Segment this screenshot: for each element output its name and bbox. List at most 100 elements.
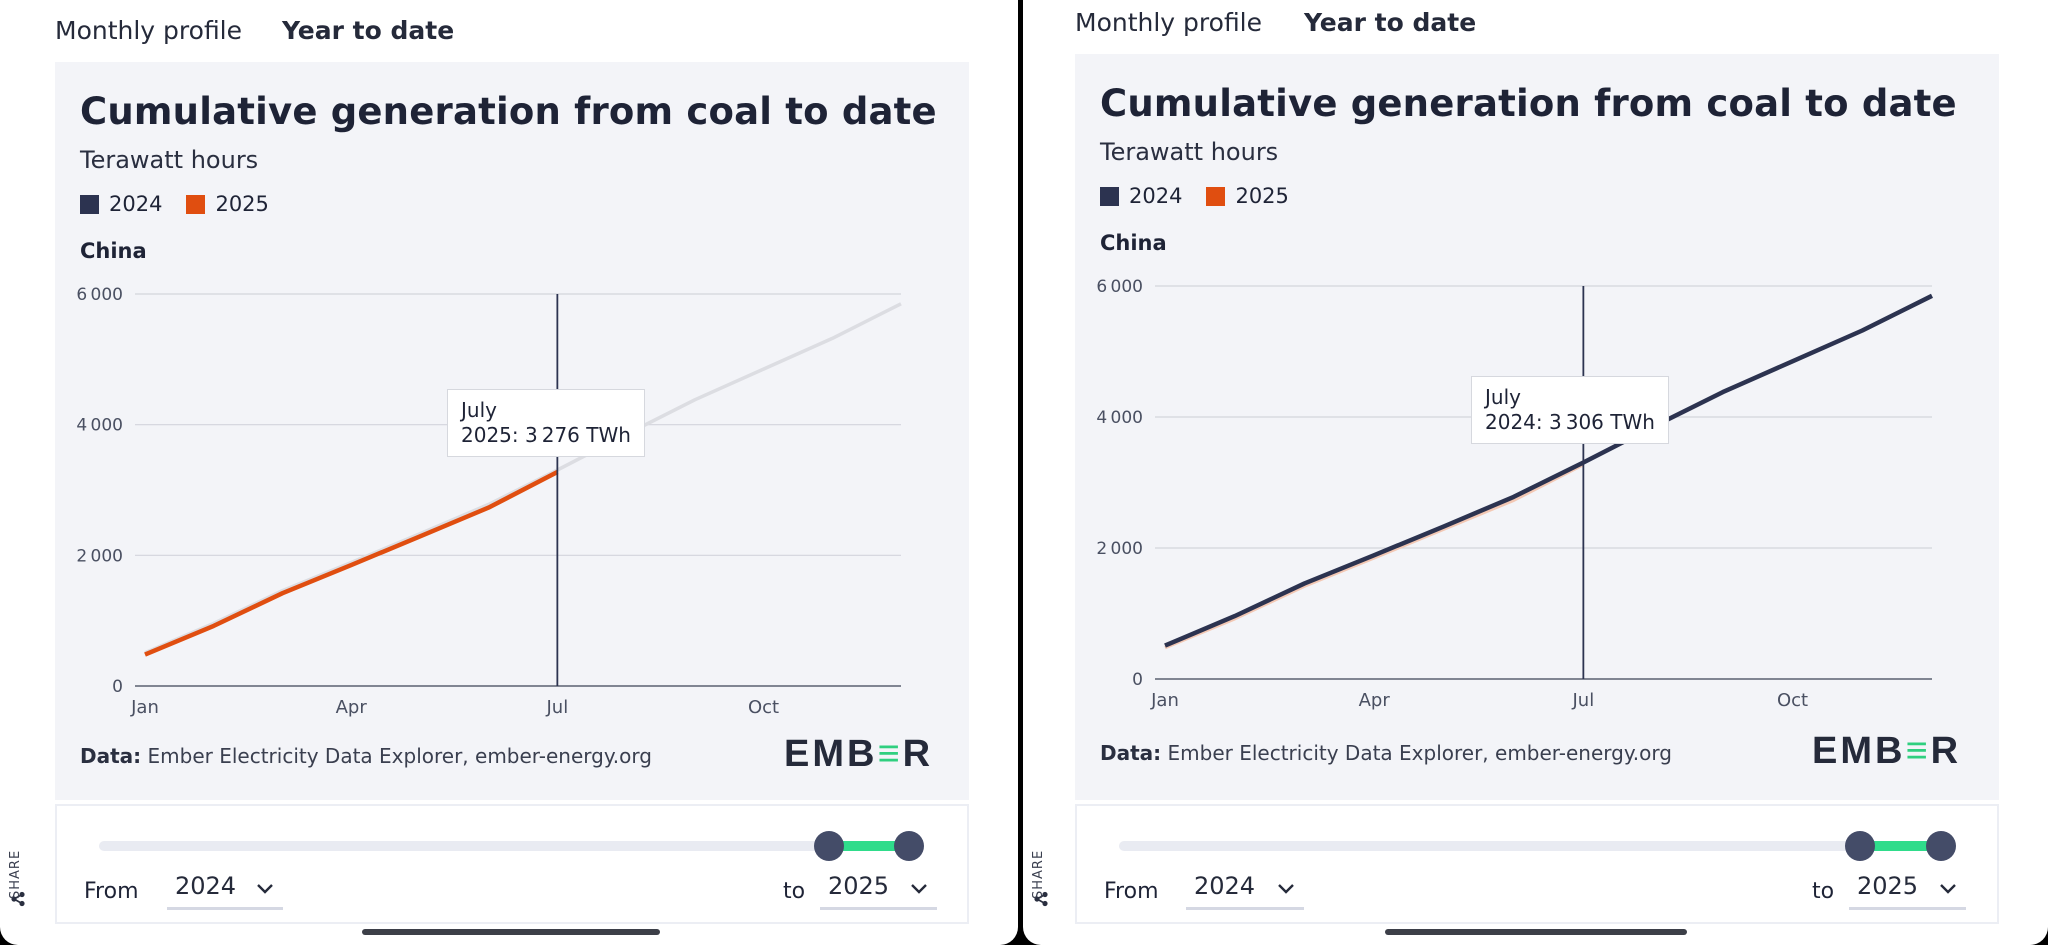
x-tick-label: Apr (1359, 690, 1391, 711)
series-line-2024[interactable] (144, 302, 902, 655)
y-tick-label: 0 (112, 677, 123, 697)
tooltip-value: 3 306 TWh (1549, 410, 1655, 434)
from-label: From (84, 879, 139, 904)
chart-card: Cumulative generation from coal to date … (1075, 54, 1999, 800)
left-screen: Monthly profile Year to date Cumulative … (0, 0, 1018, 945)
x-tick-label: Jan (130, 697, 159, 718)
y-gridlines (1155, 285, 1932, 680)
range-end-handle[interactable] (894, 831, 924, 861)
data-source-link[interactable]: Ember Electricity Data Explorer, ember-e… (147, 744, 652, 768)
data-source-label: Data: (80, 744, 142, 768)
share-button[interactable]: SHARE (1031, 827, 1051, 907)
chevron-down-icon (909, 874, 929, 908)
share-icon (1034, 891, 1048, 907)
region-label: China (80, 239, 147, 263)
tooltip-series: 2024: (1485, 410, 1543, 434)
legend: 2024 2025 (1100, 184, 1301, 208)
data-source-link[interactable]: Ember Electricity Data Explorer, ember-e… (1167, 741, 1672, 765)
year-range-selector: From 2024 to 2025 (55, 804, 969, 924)
y-axis-ticks: 0 2 000 4 000 6 000 (76, 285, 123, 697)
tab-monthly-profile[interactable]: Monthly profile (1075, 8, 1263, 37)
tab-year-to-date[interactable]: Year to date (1304, 8, 1477, 37)
chart-title: Cumulative generation from coal to date (1100, 82, 1957, 125)
x-tick-label: Oct (748, 697, 779, 718)
legend-item-2024[interactable]: 2024 (1100, 184, 1182, 208)
line-chart[interactable]: 0 2 000 4 000 6 000 Jan Apr Jul Oct (55, 62, 969, 722)
y-tick-label: 4 000 (76, 416, 123, 436)
tooltip-series: 2025: (461, 423, 519, 447)
from-year-select[interactable]: 2024 (167, 872, 283, 910)
logo-text-post: R (1930, 730, 1962, 772)
chevron-down-icon (255, 874, 275, 908)
from-year-value: 2024 (175, 872, 237, 900)
y-tick-label: 0 (1132, 670, 1143, 690)
series-line-2025[interactable] (144, 470, 559, 657)
from-year-select[interactable]: 2024 (1186, 872, 1304, 910)
share-button[interactable]: SHARE (8, 827, 28, 907)
chart-card: Cumulative generation from coal to date … (55, 62, 969, 800)
y-tick-label: 2 000 (76, 546, 123, 566)
series-line-2025[interactable] (1164, 462, 1585, 650)
ember-logo[interactable]: EMB≡R (784, 733, 933, 776)
logo-e-mark: ≡ (1905, 730, 1931, 772)
home-indicator (362, 929, 660, 935)
x-axis-ticks: Jan Apr Jul Oct (130, 697, 779, 718)
to-label: to (1812, 879, 1835, 904)
chevron-down-icon (1938, 874, 1958, 908)
legend-label-2025: 2025 (215, 192, 269, 216)
legend: 2024 2025 (80, 192, 281, 216)
y-axis-ticks: 0 2 000 4 000 6 000 (1096, 277, 1143, 690)
data-source: Data: Ember Electricity Data Explorer, e… (1100, 741, 1672, 765)
region-label: China (1100, 231, 1167, 255)
data-source: Data: Ember Electricity Data Explorer, e… (80, 744, 652, 768)
share-icon (11, 891, 25, 907)
x-tick-label: Jul (546, 697, 569, 718)
hover-tooltip: July 2025: 3 276 TWh (447, 389, 645, 457)
tab-monthly-profile[interactable]: Monthly profile (55, 16, 243, 45)
legend-item-2025[interactable]: 2025 (186, 192, 269, 216)
range-start-handle[interactable] (814, 831, 844, 861)
x-tick-label: Jul (1572, 690, 1595, 711)
y-tick-label: 2 000 (1096, 539, 1143, 559)
ember-logo[interactable]: EMB≡R (1812, 730, 1961, 773)
range-fill (1860, 841, 1941, 851)
range-track[interactable] (99, 841, 921, 851)
legend-label-2024: 2024 (109, 192, 163, 216)
legend-item-2025[interactable]: 2025 (1206, 184, 1289, 208)
hover-tooltip: July 2024: 3 306 TWh (1471, 376, 1669, 444)
range-start-handle[interactable] (1845, 831, 1875, 861)
legend-swatch-2025 (1206, 186, 1226, 206)
to-year-value: 2025 (828, 872, 890, 900)
from-year-value: 2024 (1194, 872, 1256, 900)
logo-text-pre: EMB (784, 733, 878, 775)
share-label: SHARE (1031, 849, 1046, 899)
series-layer (144, 294, 902, 686)
series-layer (1164, 286, 1934, 679)
to-year-select[interactable]: 2025 (820, 872, 937, 910)
year-range-selector: From 2024 to 2025 (1075, 804, 1999, 924)
x-tick-label: Jan (1150, 690, 1179, 711)
tab-year-to-date[interactable]: Year to date (282, 16, 455, 45)
line-chart[interactable]: 0 2 000 4 000 6 000 Jan Apr Jul Oct (1075, 54, 1999, 714)
range-fill (829, 841, 909, 851)
series-line-2024[interactable] (1164, 293, 1934, 648)
right-screen: Monthly profile Year to date Cumulative … (1023, 0, 2048, 945)
tooltip-month: July (461, 398, 497, 422)
x-tick-label: Apr (336, 697, 368, 718)
y-tick-label: 6 000 (1096, 277, 1143, 297)
logo-text-pre: EMB (1812, 730, 1906, 772)
range-end-handle[interactable] (1926, 831, 1956, 861)
chart-title: Cumulative generation from coal to date (80, 90, 937, 133)
home-indicator (1385, 929, 1687, 935)
chevron-down-icon (1276, 874, 1296, 908)
legend-swatch-2024 (1100, 186, 1119, 206)
share-label: SHARE (8, 849, 23, 899)
to-label: to (783, 879, 806, 904)
tooltip-value-row: 2025: 3 276 TWh (461, 423, 631, 448)
legend-item-2024[interactable]: 2024 (80, 192, 162, 216)
y-tick-label: 6 000 (76, 285, 123, 305)
to-year-select[interactable]: 2025 (1849, 872, 1966, 910)
legend-swatch-2024 (80, 194, 99, 214)
legend-swatch-2025 (186, 194, 206, 214)
range-track[interactable] (1119, 841, 1951, 851)
